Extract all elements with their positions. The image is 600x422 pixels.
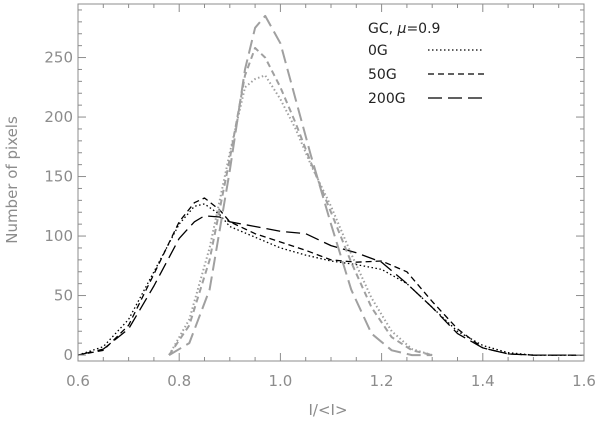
- y-tick-label: 100: [44, 227, 73, 245]
- series-line-black-long-dashed: [77, 215, 584, 356]
- x-tick-label: 0.8: [167, 372, 191, 390]
- legend-entry-label: 0G: [368, 43, 388, 59]
- y-tick-label: 200: [44, 108, 73, 126]
- y-tick-label: 250: [44, 49, 73, 67]
- legend-entry-label: 200G: [368, 91, 406, 107]
- legend-title-prefix: GC,: [368, 21, 398, 37]
- series-line-gray-long-dashed: [168, 14, 433, 357]
- y-tick-label: 50: [54, 287, 73, 305]
- series-line-gray-dashed: [168, 47, 433, 357]
- series-line-black-dashed: [77, 197, 584, 356]
- series-line-gray-dotted: [168, 74, 433, 357]
- y-tick-label: 150: [44, 168, 73, 186]
- y-axis-label: Number of pixels: [3, 116, 21, 244]
- x-tick-label: 1.4: [471, 372, 495, 390]
- plot-lines: [77, 14, 584, 357]
- plot-frame: [77, 3, 585, 362]
- legend-title-mu: μ: [397, 21, 407, 37]
- legend: GC, μ=0.9 0G 50G 200G: [368, 21, 484, 107]
- legend-title: GC, μ=0.9: [368, 21, 440, 37]
- x-tick-label: 0.6: [66, 372, 90, 390]
- legend-entry-label: 50G: [368, 67, 397, 83]
- axis-ticks: 0.6 0.8 1.0 1.2 1.4 1.6 0 50 100 150 200 250: [44, 4, 596, 390]
- x-axis-label: I/<I>: [308, 401, 347, 419]
- x-tick-label: 1.2: [370, 372, 394, 390]
- x-tick-label: 1.6: [572, 372, 596, 390]
- axes-frame: [77, 3, 585, 362]
- legend-title-suffix: =0.9: [406, 21, 440, 37]
- x-tick-label: 1.0: [268, 372, 292, 390]
- series-line-black-dotted: [77, 203, 584, 356]
- y-tick-label: 0: [63, 346, 73, 364]
